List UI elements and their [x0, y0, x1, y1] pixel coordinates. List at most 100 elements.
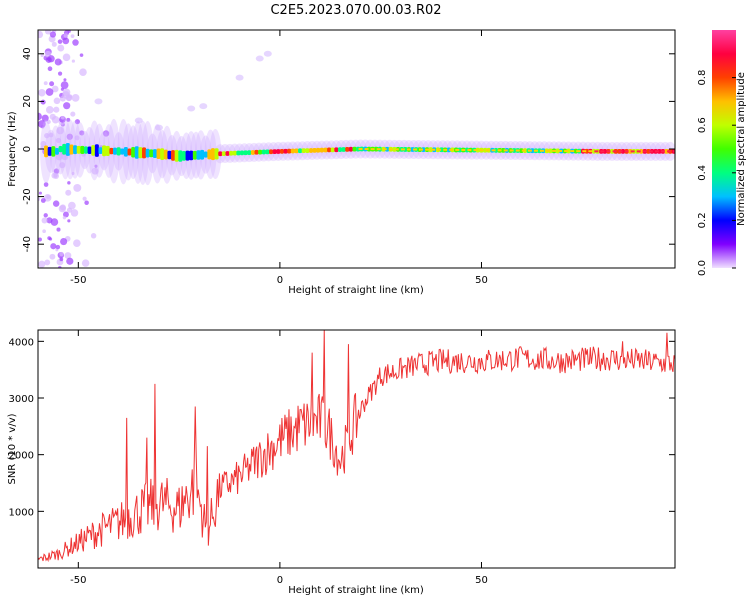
spectrogram-marks — [38, 30, 675, 268]
spectrogram-cell — [56, 126, 64, 135]
spectrogram-cell — [473, 149, 478, 152]
spectrogram-cell — [58, 145, 63, 153]
spectrogram-y-axis-label: Frequency (Hz) — [7, 111, 18, 187]
spectrogram-cell — [171, 150, 176, 161]
spectrogram-cell — [330, 147, 335, 153]
spectrogram-cell — [276, 149, 281, 154]
spectrogram-cell — [356, 146, 361, 152]
spectrogram-cell — [312, 147, 317, 153]
spectrogram-x-axis-label: Height of straight line (km) — [288, 285, 424, 296]
spectrogram-cell — [91, 167, 99, 175]
spectrogram-cell — [57, 71, 63, 76]
spectrogram-cell — [189, 150, 194, 161]
spectrogram-cell — [53, 168, 60, 174]
spectrogram-cell — [94, 98, 103, 105]
spectrogram-x-tick-label: 0 — [277, 275, 283, 286]
spectrogram-cell — [105, 145, 110, 156]
spectrogram-cell — [73, 239, 81, 248]
spectrogram-y-tick-label: -20 — [22, 188, 33, 204]
spectrogram-cell — [63, 211, 69, 218]
spectrogram-cell — [42, 229, 46, 234]
spectrogram-cell — [38, 120, 46, 128]
colorbar-tick-label: 0.6 — [697, 117, 708, 133]
snr-x-tick-label: -50 — [70, 575, 86, 586]
spectrogram-cell — [65, 189, 72, 196]
spectrogram-cell — [44, 132, 50, 139]
spectrogram-cell — [45, 88, 54, 96]
colorbar-tick-label: 0.4 — [697, 165, 708, 181]
spectrogram-cell — [41, 217, 48, 224]
spectrogram-cell — [123, 147, 128, 157]
spectrogram-cell — [49, 31, 57, 38]
spectrogram-cell — [174, 149, 179, 162]
snr-x-axis-label: Height of straight line (km) — [288, 585, 424, 596]
spectrogram-cell — [79, 130, 85, 136]
spectrogram-cell — [72, 39, 79, 46]
spectrogram-cell — [425, 148, 430, 151]
spectrogram-cell — [54, 147, 59, 155]
spectrogram-cell — [64, 252, 72, 259]
spectrogram-cell — [232, 150, 237, 156]
spectrogram-cell — [548, 148, 553, 154]
colorbar-bar — [712, 30, 736, 268]
spectrogram-cell — [612, 150, 617, 153]
spectrogram-cell — [40, 53, 44, 58]
spectrogram-cell — [564, 150, 569, 153]
spectrogram-cell — [515, 149, 520, 152]
spectrogram-cell — [221, 151, 226, 156]
spectrogram-cell — [187, 105, 196, 112]
colorbar-tick-label: 0.0 — [697, 260, 708, 276]
spectrogram-cell — [49, 81, 55, 87]
spectrogram-cell — [68, 201, 76, 210]
spectrogram-cell — [464, 147, 469, 153]
spectrogram-cell — [240, 150, 245, 156]
spectrogram-cell — [446, 147, 451, 153]
spectrogram-cell — [44, 145, 49, 158]
snr-x-tick-label: 0 — [277, 575, 283, 586]
snr-x-ticks: -50 0 50 — [70, 330, 488, 586]
spectrogram-cell — [439, 147, 444, 153]
spectrogram-cell — [70, 209, 79, 217]
spectrogram-cell — [60, 81, 69, 90]
spectrogram-cell — [154, 124, 163, 131]
spectrogram-cell — [45, 106, 54, 114]
spectrogram-cell — [431, 148, 436, 151]
snr-x-tick-label: 50 — [475, 575, 488, 586]
spectrogram-cell — [345, 147, 350, 152]
spectrogram-cell — [419, 148, 424, 151]
spectrogram-cell — [192, 150, 197, 160]
spectrogram-cell — [392, 146, 397, 152]
spectrogram-cell — [376, 148, 381, 151]
spectrogram-cell — [47, 66, 53, 72]
spectrogram-cell — [558, 149, 563, 152]
spectrogram-cell — [512, 148, 517, 153]
spectrogram-cell — [102, 130, 110, 137]
snr-marks — [38, 330, 675, 563]
figure-title: C2E5.2023.070.00.03.R02 — [270, 3, 441, 18]
spectrogram-cell — [67, 181, 71, 185]
spectrogram-cell — [501, 148, 506, 153]
spectrogram-x-tick-label: -50 — [70, 275, 86, 286]
spectrogram-cell — [38, 89, 46, 97]
spectrogram-cell — [91, 145, 96, 156]
colorbar-label: Normalized spectral amplitude — [736, 72, 747, 226]
spectrogram-cell — [467, 149, 472, 152]
spectrogram-cell — [483, 147, 488, 153]
spectrogram-cell — [38, 30, 44, 39]
spectrogram-cell — [200, 149, 205, 160]
spectrogram-cell — [43, 213, 48, 218]
spectrogram-cell — [527, 149, 532, 152]
spectrogram-cell — [81, 259, 90, 267]
spectrogram-cell — [247, 150, 252, 155]
spectrogram-cell — [337, 147, 342, 152]
spectrogram-cell — [38, 197, 41, 202]
snr-y-tick-label: 2000 — [9, 451, 34, 462]
spectrogram-cell — [594, 150, 599, 153]
spectrogram-cell — [63, 33, 69, 38]
spectrogram-cell — [127, 148, 132, 156]
spectrogram-cell — [348, 146, 353, 152]
spectrogram-cell — [70, 111, 76, 117]
spectrogram-cell — [254, 149, 259, 155]
spectrogram-cell — [203, 151, 208, 158]
